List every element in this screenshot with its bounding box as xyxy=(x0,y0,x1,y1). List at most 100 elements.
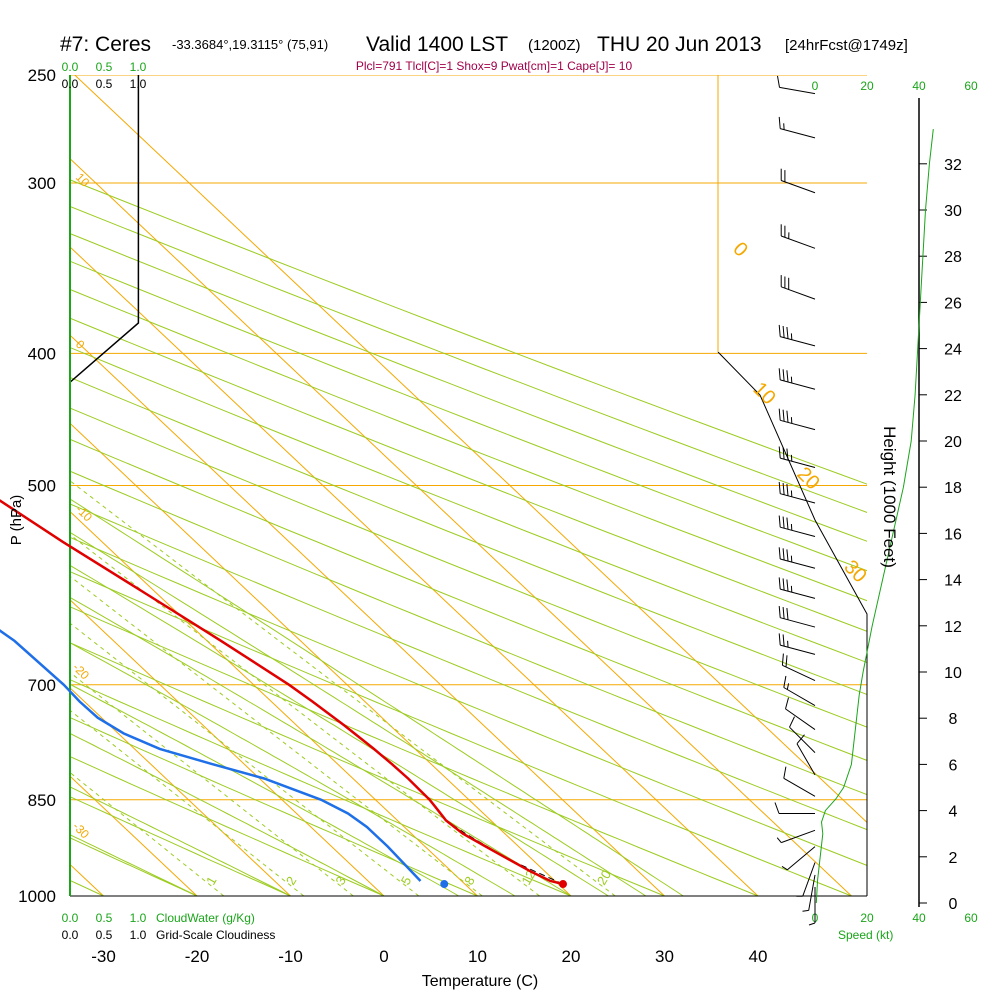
wind-barb xyxy=(779,547,815,568)
wind-barb xyxy=(784,767,815,797)
temperature-tick-label: 40 xyxy=(749,947,768,966)
wind-barb-flag xyxy=(783,548,784,560)
surface-dewpoint-dot xyxy=(440,880,448,888)
height-tick-label: 24 xyxy=(944,342,962,359)
cloud-water-tick-top: 0.5 xyxy=(96,60,113,74)
height-tick-label: 0 xyxy=(949,896,958,913)
wind-barb-flag xyxy=(783,634,784,646)
isotherm-label: 10 xyxy=(748,378,779,409)
isotherm-label: 20 xyxy=(792,463,823,494)
wind-barb-flag xyxy=(783,607,784,619)
wind-barb-flag xyxy=(779,606,780,618)
wind-barb-flag xyxy=(775,803,779,814)
height-tick-label: 8 xyxy=(949,711,958,728)
wind-barb-flag xyxy=(783,578,784,590)
cloudiness-tick-top: 0.5 xyxy=(96,77,113,91)
wind-barb-staff xyxy=(781,287,815,299)
mixing-ratio-line xyxy=(0,353,615,896)
wind-barb-flag xyxy=(779,409,780,421)
wind-barb-staff xyxy=(781,830,815,842)
wind-barb xyxy=(779,577,815,598)
temperature-tick-label: 10 xyxy=(468,947,487,966)
wind-barb-flag xyxy=(779,325,780,337)
height-tick-label: 26 xyxy=(944,295,962,312)
isotherm-label: 0 xyxy=(728,238,751,261)
height-tick-label: 32 xyxy=(944,157,962,174)
height-tick-label: 22 xyxy=(944,388,962,405)
wind-barb xyxy=(779,117,815,138)
temperature-tick-label: 20 xyxy=(562,947,581,966)
wind-barb-staff xyxy=(781,181,815,193)
height-and-wind-panel: 0246810121416182022242628303200202040406… xyxy=(775,76,978,925)
isotherm-label: 30 xyxy=(839,556,870,587)
wind-barb-flag xyxy=(783,326,784,338)
pressure-tick-label: 400 xyxy=(28,344,56,363)
mixing-ratio-label: 2 xyxy=(283,874,300,888)
height-tick-label: 30 xyxy=(944,203,962,220)
speed-tick-label-top: 20 xyxy=(860,79,874,93)
temperature-tick-label: 30 xyxy=(655,947,674,966)
wind-barb-flag xyxy=(784,767,786,779)
wind-barb-staff xyxy=(780,559,815,568)
cloudiness-tick-bottom: 0.0 xyxy=(62,928,79,942)
speed-tick-label-bottom: 40 xyxy=(912,911,926,925)
speed-axis-title: Speed (kt) xyxy=(838,928,893,942)
pressure-tick-label: 1000 xyxy=(18,887,56,906)
wind-barb-flag xyxy=(779,368,780,380)
mixing-ratio-label: 1 xyxy=(203,874,220,888)
pressure-tick-label: 250 xyxy=(28,66,56,85)
wind-barb-flag xyxy=(787,608,788,620)
wind-barb-flag xyxy=(787,327,788,339)
cloud-water-tick-bottom: 1.0 xyxy=(130,911,147,925)
zulu-time: (1200Z) xyxy=(528,37,581,54)
wind-barb-flag xyxy=(783,517,784,529)
cloud-water-tick-bottom: 0.5 xyxy=(96,911,113,925)
wind-barb-flag xyxy=(779,482,780,494)
height-tick-label: 10 xyxy=(944,665,962,682)
pressure-tick-label: 700 xyxy=(28,676,56,695)
cloudiness-tick-bottom: 1.0 xyxy=(130,928,147,942)
wind-barb-flag xyxy=(783,369,784,381)
isotherm-label: -10 xyxy=(73,502,95,524)
speed-tick-label-bottom: 60 xyxy=(964,911,978,925)
wind-barb xyxy=(779,516,815,537)
mixing-ratio-label: 8 xyxy=(461,874,478,888)
wind-barb-staff xyxy=(780,380,815,389)
wind-barb-flag xyxy=(787,449,788,461)
wind-barb-flag xyxy=(787,580,788,592)
cloud-water-tick-top: 0.0 xyxy=(62,60,79,74)
mixing-ratio-label: 5 xyxy=(398,874,415,888)
wind-barb-flag xyxy=(782,654,783,666)
isotherm-label: -30 xyxy=(70,819,92,841)
wind-barb xyxy=(779,409,815,430)
cloudiness-line xyxy=(70,75,138,382)
wind-barb xyxy=(779,325,815,346)
wind-barb xyxy=(781,169,815,193)
wind-barb-flag xyxy=(786,698,789,709)
plot-right-boundary xyxy=(718,352,867,896)
wind-barb xyxy=(782,847,815,870)
wind-barb-staff xyxy=(780,494,815,503)
height-tick-label: 2 xyxy=(949,850,958,867)
valid-time: Valid 1400 LST xyxy=(366,33,508,56)
dewpoint-trace xyxy=(0,80,421,881)
wind-barb-flag xyxy=(779,633,780,645)
height-tick-label: 12 xyxy=(944,619,962,636)
station-coords: -33.3684°,19.3115° (75,91) xyxy=(172,37,328,52)
speed-tick-label-top: 60 xyxy=(964,79,978,93)
wind-barb xyxy=(775,803,815,814)
wind-barb-half-flag xyxy=(803,910,809,911)
wind-barb-staff xyxy=(784,778,815,796)
wind-barb-flag xyxy=(779,117,780,129)
wind-barb-flag xyxy=(783,483,784,495)
wind-barb-flag xyxy=(783,410,784,422)
forecast-tag: [24hrFcst@1749z] xyxy=(785,37,908,54)
wind-barb-staff xyxy=(780,645,815,654)
height-tick-label: 6 xyxy=(949,757,958,774)
wind-barb xyxy=(778,76,816,94)
pressure-tick-label: 500 xyxy=(28,477,56,496)
isotherm-line xyxy=(0,75,10,896)
pressure-tick-label: 300 xyxy=(28,174,56,193)
